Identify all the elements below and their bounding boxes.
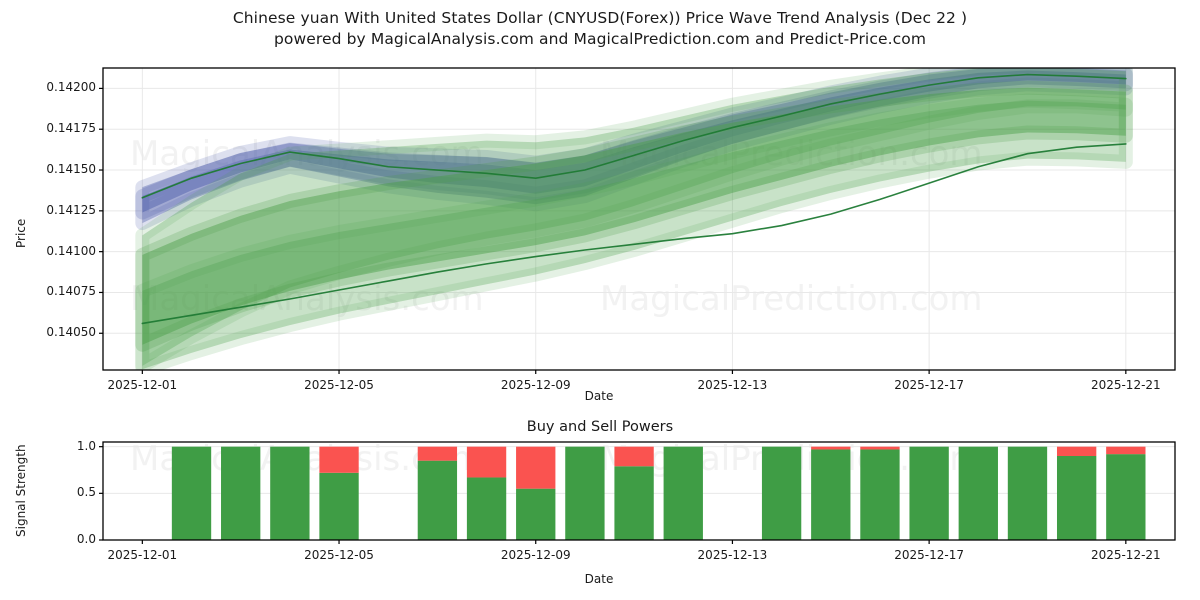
powers-y-tick-label: 0.5	[0, 485, 96, 499]
buy-power-bar	[319, 473, 358, 540]
buy-power-bar	[565, 447, 604, 540]
price-x-tick-label: 2025-12-17	[894, 378, 964, 392]
svg-text:MagicalPrediction.com: MagicalPrediction.com	[600, 279, 983, 319]
buy-power-bar	[1008, 447, 1047, 540]
buy-power-bar	[860, 449, 899, 540]
buy-power-bar	[467, 477, 506, 540]
buy-power-bar	[811, 449, 850, 540]
powers-x-tick-label: 2025-12-05	[304, 548, 374, 562]
sell-power-bar	[418, 447, 457, 461]
figure-title-block: Chinese yuan With United States Dollar (…	[0, 8, 1200, 50]
buy-power-bar	[221, 447, 260, 540]
price-x-tick-label: 2025-12-01	[107, 378, 177, 392]
powers-x-tick-label: 2025-12-01	[107, 548, 177, 562]
buy-power-bar	[664, 447, 703, 540]
buy-power-bar	[959, 447, 998, 540]
buy-sell-powers-chart: MagicalAnalysis.comMagicalPrediction.com	[99, 439, 1175, 544]
price-wave-chart: MagicalAnalysis.comMagicalPrediction.com…	[99, 66, 1175, 374]
powers-y-tick-label: 1.0	[0, 439, 96, 453]
sell-power-bar	[614, 447, 653, 467]
powers-x-tick-label: 2025-12-09	[501, 548, 571, 562]
powers-y-tick-label: 0.0	[0, 532, 96, 546]
buy-power-bar	[909, 447, 948, 540]
price-y-tick-label: 0.14050	[0, 325, 96, 339]
buy-power-bar	[172, 447, 211, 540]
buy-power-bar	[516, 489, 555, 540]
figure-canvas: Chinese yuan With United States Dollar (…	[0, 0, 1200, 600]
sell-power-bar	[467, 447, 506, 478]
plots-svg: MagicalAnalysis.comMagicalPrediction.com…	[0, 0, 1200, 600]
buy-power-bar	[418, 461, 457, 540]
buy-power-bar	[762, 447, 801, 540]
powers-x-tick-label: 2025-12-13	[698, 548, 768, 562]
buy-power-bar	[1106, 454, 1145, 540]
price-y-tick-label: 0.14200	[0, 80, 96, 94]
sell-power-bar	[319, 447, 358, 473]
price-x-tick-label: 2025-12-09	[501, 378, 571, 392]
sell-power-bar	[811, 447, 850, 450]
price-x-tick-label: 2025-12-05	[304, 378, 374, 392]
price-y-tick-label: 0.14150	[0, 162, 96, 176]
price-y-tick-label: 0.14100	[0, 244, 96, 258]
powers-x-tick-label: 2025-12-21	[1091, 548, 1161, 562]
price-y-tick-label: 0.14075	[0, 284, 96, 298]
powers-x-axis-label: Date	[539, 572, 659, 586]
figure-title-line-2: powered by MagicalAnalysis.com and Magic…	[0, 29, 1200, 50]
sell-power-bar	[1057, 447, 1096, 456]
sell-power-bar	[860, 447, 899, 450]
buy-power-bar	[270, 447, 309, 540]
price-y-tick-label: 0.14125	[0, 203, 96, 217]
powers-x-tick-label: 2025-12-17	[894, 548, 964, 562]
buy-power-bar	[614, 466, 653, 540]
figure-title-line-1: Chinese yuan With United States Dollar (…	[0, 8, 1200, 29]
price-x-tick-label: 2025-12-13	[698, 378, 768, 392]
powers-chart-title: Buy and Sell Powers	[0, 419, 1200, 435]
buy-power-bar	[1057, 456, 1096, 540]
price-y-tick-label: 0.14175	[0, 121, 96, 135]
sell-power-bar	[516, 447, 555, 489]
sell-power-bar	[1106, 447, 1145, 454]
price-x-tick-label: 2025-12-21	[1091, 378, 1161, 392]
